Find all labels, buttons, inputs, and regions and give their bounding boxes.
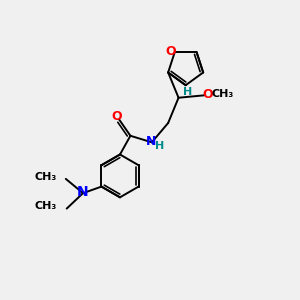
Text: O: O [202, 88, 213, 101]
Text: N: N [146, 135, 156, 148]
Text: H: H [155, 141, 165, 151]
Text: N: N [76, 185, 88, 199]
Text: CH₃: CH₃ [34, 172, 56, 182]
Text: O: O [165, 45, 176, 58]
Text: O: O [111, 110, 122, 123]
Text: CH₃: CH₃ [35, 201, 57, 211]
Text: CH₃: CH₃ [211, 89, 233, 99]
Text: H: H [183, 87, 193, 98]
